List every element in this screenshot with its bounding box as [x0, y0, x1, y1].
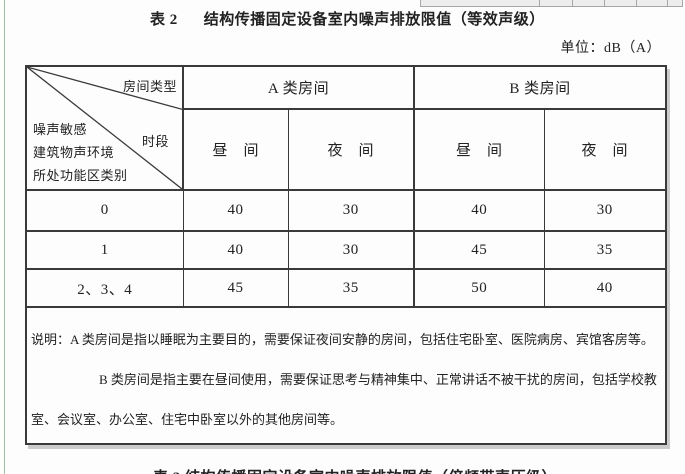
- cell-value: 35: [543, 230, 667, 270]
- header-row-room-types: 房间类型 时段 噪声敏感 建筑物声环境 所处功能区类别 A 类房间 B 类房间: [25, 65, 667, 191]
- noise-limit-table: 房间类型 时段 噪声敏感 建筑物声环境 所处功能区类别 A 类房间 B 类房间 …: [25, 65, 668, 445]
- previous-table-cell: [667, 0, 683, 7]
- table-number: 表 2: [150, 12, 178, 28]
- unit-label: 单位：dB（A）: [560, 41, 661, 56]
- row-label: 2、3、4: [25, 268, 184, 308]
- previous-table-cell: [636, 0, 668, 7]
- table-title-text: 结构传播固定设备室内噪声排放限值（等效声级）: [203, 12, 545, 28]
- cell-value: 30: [287, 230, 415, 270]
- cell-value: 30: [287, 189, 415, 232]
- cell-value: 40: [182, 230, 289, 270]
- subheader-night-a: 夜 间: [287, 108, 415, 191]
- notes-cell: 说明：A 类房间是指以睡眠为主要目的，需要保证夜间安静的房间，包括住宅卧室、医院…: [25, 306, 667, 445]
- subheader-night-b: 夜 间: [543, 108, 667, 191]
- diagonal-header-cell: 房间类型 时段 噪声敏感 建筑物声环境 所处功能区类别: [25, 65, 184, 191]
- cell-value: 45: [182, 268, 289, 308]
- cell-value: 50: [413, 268, 545, 308]
- corner-period-label: 时段: [141, 134, 169, 149]
- header-row-periods: 昼 间 夜 间 昼 间 夜 间: [26, 108, 667, 191]
- subheader-day-a: 昼 间: [182, 108, 289, 191]
- previous-table-bottom-edge: [420, 0, 685, 7]
- corner-room-type-label: 房间类型: [122, 79, 177, 94]
- table-caption: 表 2 结构传播固定设备室内噪声排放限值（等效声级）: [150, 8, 545, 29]
- next-table-caption-clipped: 表 3 结构传播固定设备室内噪声排放限值（倍频带声压级）: [153, 466, 557, 474]
- cell-value: 30: [543, 189, 667, 232]
- table-row-zone-234: 2、3、4 45 35 50 40: [25, 268, 667, 308]
- diagonal-divider-lines: [27, 67, 182, 189]
- table-row-zone-1: 1 40 30 45 35: [25, 230, 667, 270]
- previous-table-cell: [604, 0, 637, 7]
- note-a-rooms: 说明：A 类房间是指以睡眠为主要目的，需要保证夜间安静的房间，包括住宅卧室、医院…: [31, 332, 654, 347]
- previous-table-cell: [539, 0, 573, 7]
- notes-row: 说明：A 类房间是指以睡眠为主要目的，需要保证夜间安静的房间，包括住宅卧室、医院…: [25, 306, 667, 445]
- cell-value: 35: [287, 268, 415, 308]
- cell-value: 40: [413, 189, 545, 232]
- previous-table-cell: [420, 0, 540, 7]
- cell-value: 45: [413, 230, 545, 270]
- table-row-zone-0: 0 40 30 40 30: [25, 189, 667, 232]
- cell-value: 40: [543, 268, 667, 308]
- row-label: 0: [25, 189, 184, 232]
- column-group-a-rooms: A 类房间: [182, 65, 415, 110]
- row-label: 1: [25, 230, 184, 270]
- cell-value: 40: [182, 189, 289, 232]
- page-margin-line: [4, 0, 5, 474]
- column-group-b-rooms: B 类房间: [413, 65, 667, 110]
- subheader-day-b: 昼 间: [413, 108, 545, 191]
- corner-function-zone-label: 噪声敏感 建筑物声环境 所处功能区类别: [33, 122, 128, 183]
- previous-table-cell: [572, 0, 605, 7]
- note-b-rooms: B 类房间是指主要在昼间使用，需要保证思考与精神集中、正常讲话不被干扰的房间，包…: [31, 372, 657, 427]
